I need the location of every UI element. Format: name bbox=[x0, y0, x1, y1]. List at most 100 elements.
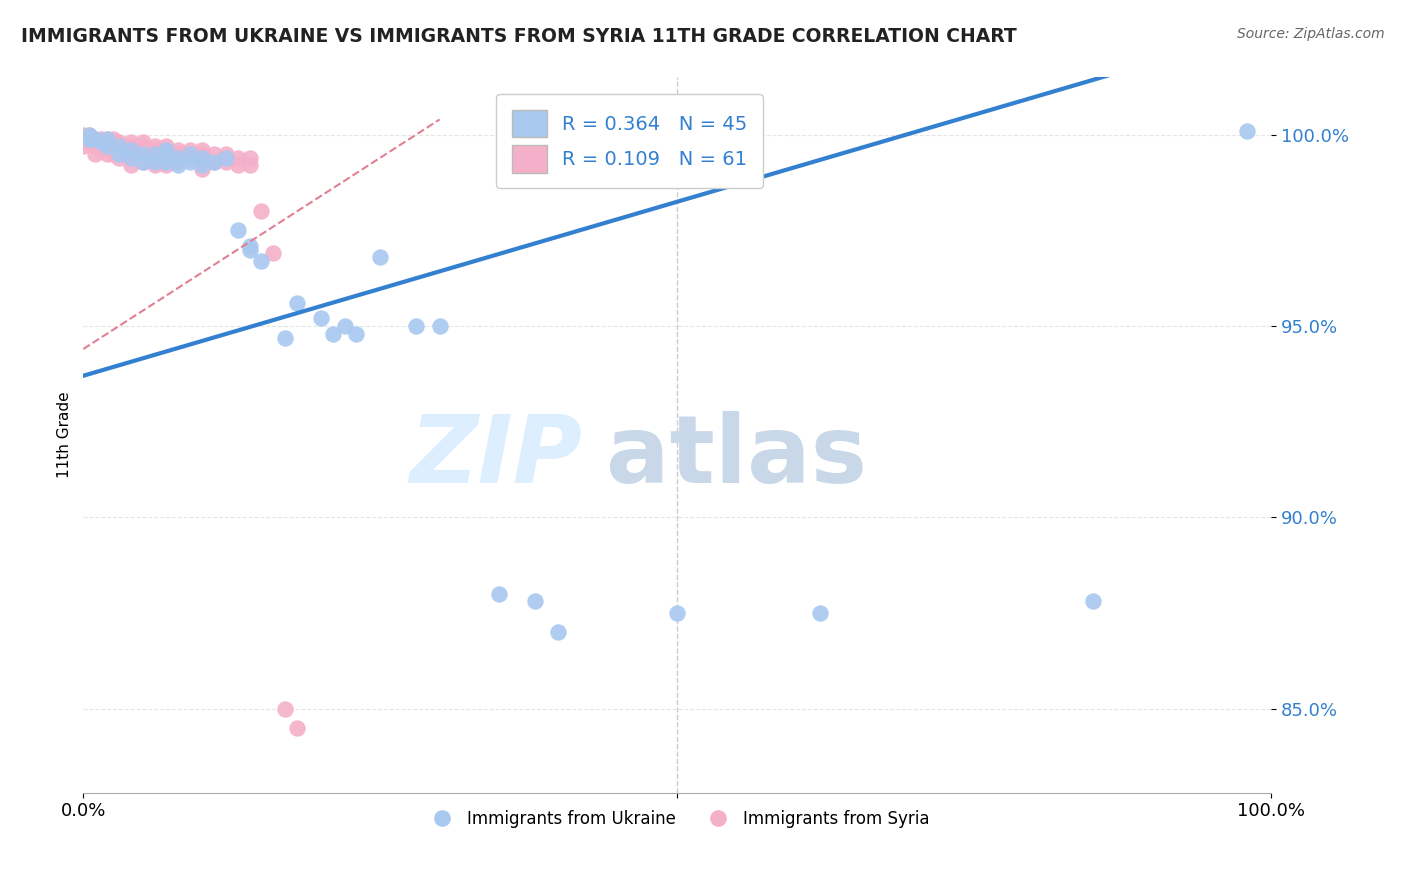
Point bbox=[285, 721, 308, 735]
Point bbox=[120, 151, 142, 165]
Point bbox=[143, 158, 166, 172]
Point bbox=[120, 151, 142, 165]
Point bbox=[120, 139, 142, 153]
Point bbox=[191, 147, 214, 161]
Point bbox=[250, 254, 273, 268]
Point bbox=[131, 147, 153, 161]
Text: Source: ZipAtlas.com: Source: ZipAtlas.com bbox=[1237, 27, 1385, 41]
Point bbox=[143, 143, 166, 157]
Point bbox=[84, 139, 107, 153]
Point bbox=[90, 131, 112, 145]
Point bbox=[131, 136, 153, 150]
Point bbox=[84, 131, 107, 145]
Point bbox=[239, 151, 262, 165]
Point bbox=[143, 147, 166, 161]
Point bbox=[96, 147, 118, 161]
Point bbox=[77, 136, 100, 150]
Point bbox=[167, 151, 190, 165]
Point bbox=[96, 131, 118, 145]
Point bbox=[167, 143, 190, 157]
Point bbox=[250, 204, 273, 219]
Point bbox=[226, 223, 249, 237]
Point bbox=[155, 151, 177, 165]
Legend: Immigrants from Ukraine, Immigrants from Syria: Immigrants from Ukraine, Immigrants from… bbox=[419, 803, 936, 834]
Point bbox=[346, 326, 368, 341]
Point bbox=[108, 143, 131, 157]
Point bbox=[101, 131, 124, 145]
Point bbox=[808, 606, 831, 620]
Text: ZIP: ZIP bbox=[409, 410, 582, 502]
Text: atlas: atlas bbox=[606, 410, 868, 502]
Point bbox=[84, 147, 107, 161]
Point bbox=[155, 147, 177, 161]
Point bbox=[96, 139, 118, 153]
Point bbox=[523, 594, 546, 608]
Point bbox=[202, 154, 225, 169]
Point bbox=[131, 154, 153, 169]
Point bbox=[215, 151, 238, 165]
Point bbox=[143, 139, 166, 153]
Point bbox=[143, 151, 166, 165]
Point bbox=[262, 246, 284, 260]
Point bbox=[488, 587, 510, 601]
Point bbox=[191, 162, 214, 177]
Point bbox=[333, 319, 356, 334]
Point bbox=[90, 136, 112, 150]
Point bbox=[120, 158, 142, 172]
Point bbox=[72, 139, 94, 153]
Point bbox=[120, 143, 142, 157]
Point bbox=[429, 319, 451, 334]
Point bbox=[309, 311, 332, 326]
Point bbox=[131, 139, 153, 153]
Point bbox=[90, 136, 112, 150]
Point bbox=[666, 606, 689, 620]
Point bbox=[191, 154, 214, 169]
Point bbox=[368, 250, 391, 264]
Point bbox=[72, 131, 94, 145]
Point bbox=[108, 151, 131, 165]
Point bbox=[191, 143, 214, 157]
Point bbox=[96, 136, 118, 150]
Point bbox=[131, 154, 153, 169]
Point bbox=[155, 143, 177, 157]
Point bbox=[131, 147, 153, 161]
Point bbox=[322, 326, 344, 341]
Point bbox=[179, 143, 201, 157]
Point bbox=[96, 131, 118, 145]
Point bbox=[155, 158, 177, 172]
Point bbox=[274, 330, 297, 344]
Point bbox=[179, 154, 201, 169]
Point bbox=[239, 238, 262, 252]
Point bbox=[108, 147, 131, 161]
Point bbox=[179, 147, 201, 161]
Point bbox=[226, 158, 249, 172]
Point bbox=[226, 151, 249, 165]
Point bbox=[101, 147, 124, 161]
Point bbox=[90, 143, 112, 157]
Point bbox=[167, 154, 190, 169]
Text: IMMIGRANTS FROM UKRAINE VS IMMIGRANTS FROM SYRIA 11TH GRADE CORRELATION CHART: IMMIGRANTS FROM UKRAINE VS IMMIGRANTS FR… bbox=[21, 27, 1017, 45]
Point bbox=[155, 154, 177, 169]
Point bbox=[101, 139, 124, 153]
Point bbox=[215, 147, 238, 161]
Point bbox=[167, 158, 190, 172]
Point bbox=[239, 158, 262, 172]
Y-axis label: 11th Grade: 11th Grade bbox=[58, 392, 72, 478]
Point bbox=[167, 147, 190, 161]
Point bbox=[120, 136, 142, 150]
Point bbox=[1236, 124, 1258, 138]
Point bbox=[274, 701, 297, 715]
Point bbox=[202, 147, 225, 161]
Point bbox=[179, 151, 201, 165]
Point bbox=[547, 625, 569, 640]
Point bbox=[108, 139, 131, 153]
Point bbox=[72, 128, 94, 142]
Point bbox=[191, 158, 214, 172]
Point bbox=[77, 128, 100, 142]
Point bbox=[143, 154, 166, 169]
Point bbox=[84, 136, 107, 150]
Point bbox=[155, 143, 177, 157]
Point bbox=[120, 143, 142, 157]
Point bbox=[285, 296, 308, 310]
Point bbox=[1081, 594, 1104, 608]
